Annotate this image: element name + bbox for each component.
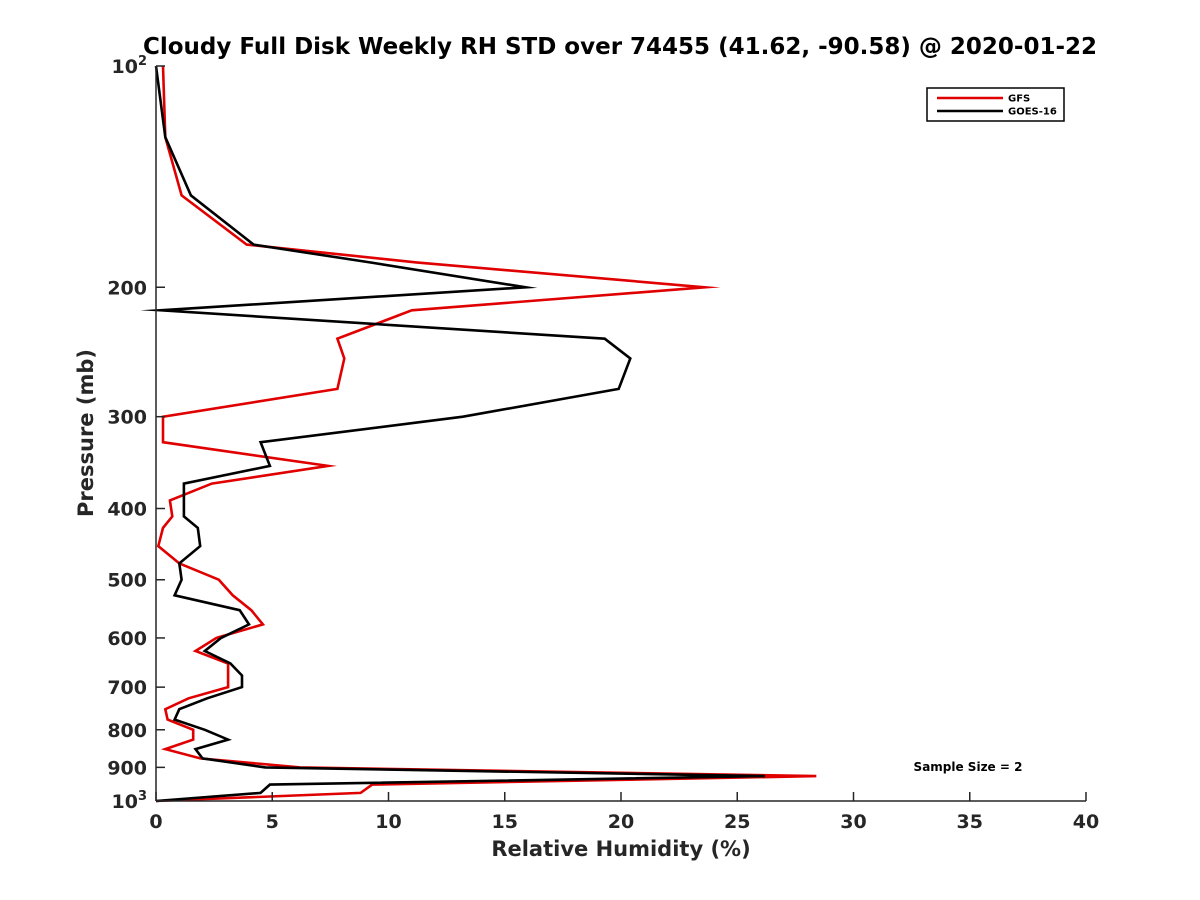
x-tick-label: 0 [149,811,162,833]
y-tick-label: 800 [107,720,147,742]
series-line-goes-16 [140,65,766,803]
y-tick-label: 200 [107,277,147,299]
y-tick-label: 500 [107,570,147,592]
legend-label: GFS [1008,94,1030,105]
series-layer [140,65,817,803]
x-tick-label: 15 [492,811,518,833]
sample-size-annotation: Sample Size = 2 [914,760,1023,774]
y-axis-ticks: 102 200 300 400 500 600 700 800 900 103 [107,54,165,813]
y-tick-label: 900 [107,757,147,779]
x-tick-label: 20 [608,811,634,833]
x-axis-label: Relative Humidity (%) [491,837,750,861]
x-axis-ticks: 0 5 10 15 20 25 30 35 40 [149,792,1099,833]
y-axis-label: Pressure (mb) [74,349,98,517]
x-tick-label: 30 [840,811,866,833]
y-tick-label: 400 [107,499,147,521]
legend-entries: GFS GOES-16 [937,94,1057,118]
x-tick-label: 25 [724,811,750,833]
legend: GFS GOES-16 [926,87,1065,122]
plot-area: 0 5 10 15 20 25 30 35 40 102 200 300 400 500 600 700 80… [107,54,1099,833]
x-tick-label: 40 [1073,811,1099,833]
y-tick-label: 102 [112,54,148,78]
x-tick-label: 5 [266,811,279,833]
y-tick-label: 600 [107,628,147,650]
y-tick-label: 300 [107,407,147,429]
y-tick-label: 103 [112,789,148,813]
legend-box [926,87,1065,122]
y-tick-label: 700 [107,677,147,699]
legend-label: GOES-16 [1008,107,1057,118]
x-tick-label: 35 [957,811,983,833]
x-tick-label: 10 [375,811,401,833]
chart-title: Cloudy Full Disk Weekly RH STD over 7445… [143,34,1097,60]
